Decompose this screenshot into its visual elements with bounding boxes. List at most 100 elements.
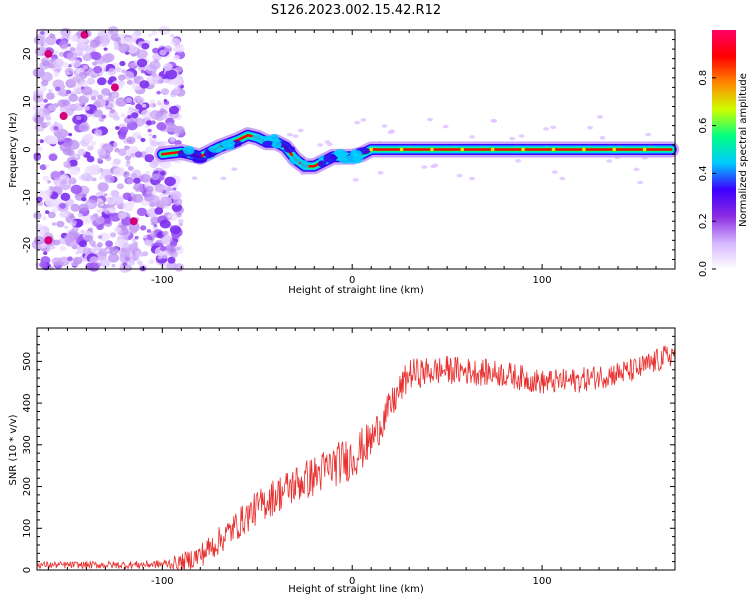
noise-blob [148,33,152,37]
noise-blob [442,124,449,129]
colorbar-tick-label: 0.6 [698,118,709,134]
noise-blob [123,145,130,151]
noise-blob [99,35,111,44]
noise-blob [60,192,71,201]
ridge-peak-dot [369,147,374,152]
noise-blob [40,71,53,82]
noise-blob [37,85,47,93]
noise-blob [140,137,146,143]
noise-blob [47,180,51,184]
noise-blob [89,256,99,265]
noise-blob [156,101,162,106]
x-tick-label: 100 [533,576,552,587]
noise-blob [147,128,152,133]
spectrogram-y-ticks: -20 -10 0 10 20 [22,29,675,270]
noise-blob [377,171,384,175]
noise-blob [118,43,130,53]
noise-blob [53,239,61,246]
noise-blob [94,129,103,137]
noise-blob [173,197,183,206]
noise-blob [163,99,168,102]
noise-blob [132,186,138,190]
noise-blob [168,105,180,115]
y-tick-label: 100 [22,519,33,538]
noise-blob [122,242,130,249]
noise-blob [82,134,93,144]
noise-blob [152,134,157,139]
ridge-blob [283,145,296,153]
noise-blob [45,210,50,215]
noise-blob [40,31,45,35]
ridge-peak-dot [490,147,495,152]
noise-blob [35,262,41,267]
noise-blob [108,207,116,214]
noise-blob [162,230,169,236]
noise-blob [160,88,170,96]
noise-blob [90,214,99,222]
x-tick-label: -100 [151,576,174,587]
noise-blob [160,246,167,252]
noise-blob [62,99,71,107]
noise-blob [150,120,156,125]
noise-blob [68,132,73,137]
noise-blob [97,77,107,86]
noise-blob [39,190,51,201]
noise-blob [137,97,145,104]
noise-blob [78,240,87,248]
noise-blob [137,135,143,140]
noise-blob [118,133,127,140]
noise-blob [144,170,150,175]
noise-blob [113,226,122,233]
noise-blob [122,192,132,200]
noise-blob [40,243,47,249]
y-tick-label: 500 [22,352,33,371]
noise-blob [146,120,153,126]
spectrogram-border [36,29,676,270]
noise-blob [43,251,48,255]
ridge-blob [271,141,282,149]
noise-blob [149,231,156,236]
noise-blob [46,92,55,100]
noise-blob [108,253,120,263]
noise-blob [101,53,114,63]
noise-blob [98,175,104,180]
noise-blob [55,86,61,92]
noise-blob [107,68,117,76]
noise-blob [33,35,45,45]
noise-blob [111,264,116,268]
noise-blob [509,136,516,141]
noise-blob [41,57,50,64]
noise-blob [49,266,54,271]
noise-hotspot [129,217,138,226]
noise-blob [80,229,85,234]
noise-blob [67,256,73,262]
noise-blob [173,125,185,135]
noise-blob [515,159,522,163]
noise-blob [169,240,178,247]
noise-blob [90,141,96,146]
ridge-blob [323,153,337,164]
noise-blob [122,202,134,212]
noise-blob [41,216,47,221]
noise-blob [191,176,198,180]
noise-blob [173,88,181,95]
noise-blob [45,116,51,121]
noise-blob [59,245,67,252]
noise-blob [81,86,93,96]
noise-blob [116,183,124,190]
noise-blob [161,114,168,120]
noise-hotspot [44,49,53,58]
noise-blob [97,235,103,239]
ridge-blob [299,160,310,170]
noise-blob [596,115,603,119]
noise-blob [51,222,57,226]
noise-blob [154,207,164,215]
noise-blob [86,77,96,85]
noise-blob [101,88,111,96]
noise-blob [145,125,149,129]
noise-blob [35,138,41,143]
ridge-peak-dot [521,147,525,152]
noise-blob [154,183,166,193]
noise-blob [126,178,134,185]
snr-x-ticks: -100 0 100 [47,328,676,587]
